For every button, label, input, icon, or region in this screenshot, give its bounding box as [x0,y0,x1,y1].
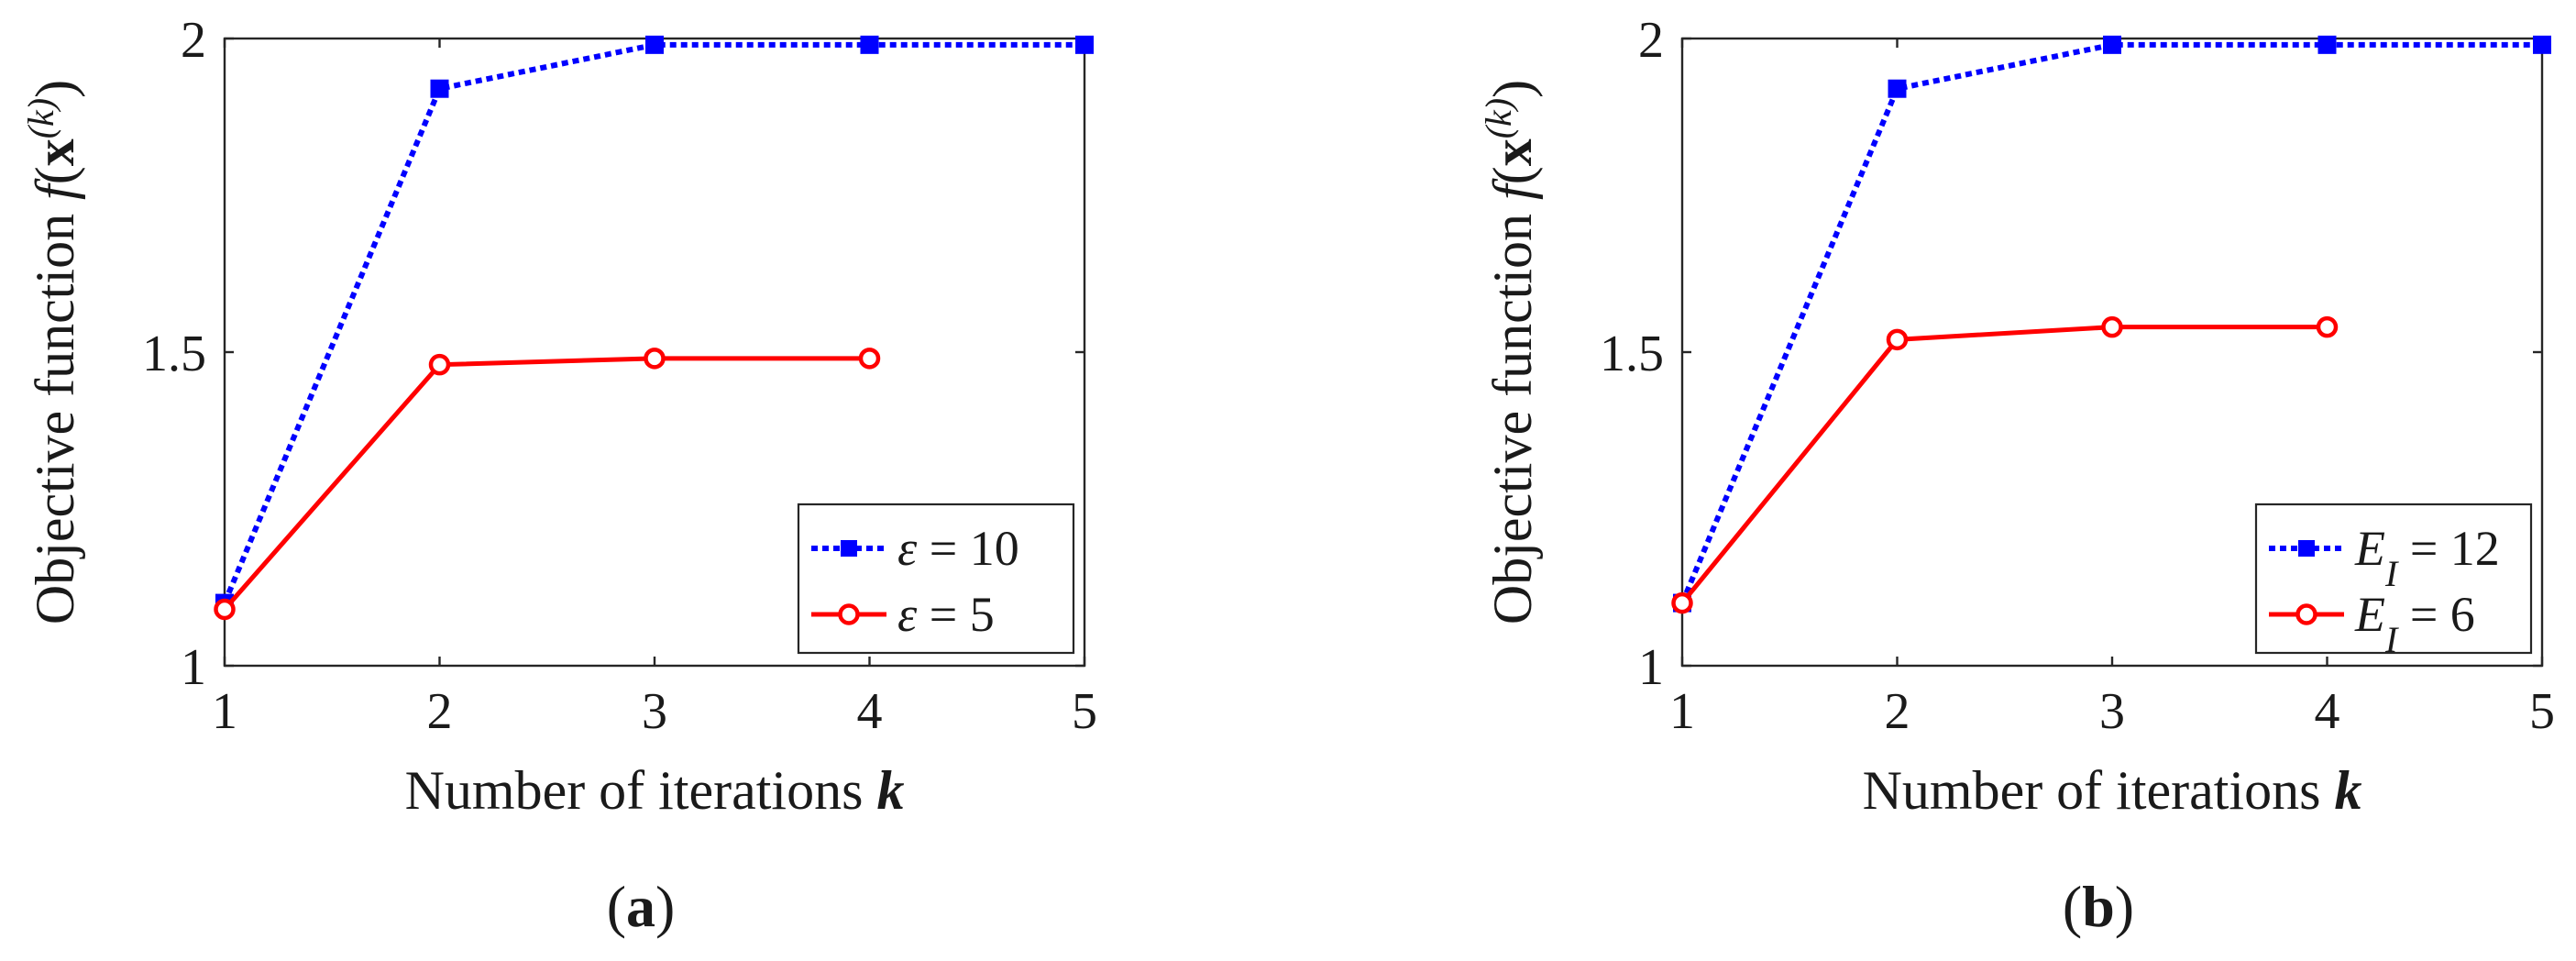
data-point [214,598,236,621]
series-line [1680,325,2328,605]
data-point [860,35,879,54]
data-point [858,348,881,370]
legend: ε = 10 ε = 5 [797,503,1075,655]
legend-label: ε = 10 [897,521,1019,576]
y-tick-label: 1 [1638,639,1664,696]
data-point [645,35,664,54]
legend-box [797,503,1075,655]
y-tick-label: 1.5 [142,326,206,382]
panel-caption: (b) [2063,874,2134,939]
series-1 [1671,315,2339,614]
data-point [430,79,449,98]
data-point [1886,328,1909,351]
series-line [223,356,870,612]
y-tick-label: 2 [181,12,206,69]
data-point [1075,35,1094,54]
x-tick-label: 2 [1885,683,1910,740]
series-1 [214,348,881,621]
data-point [428,353,451,376]
data-point [2316,315,2339,338]
chart-panel-b: 1 2 3 4 5 1 1.5 2 Number of iterations k Objectiv… [1478,12,2556,939]
x-axis-label: Number of iterations k [1863,760,2362,821]
data-point [1888,79,1907,98]
legend-marker [841,540,857,557]
x-tick-label: 1 [212,683,237,740]
legend-marker [2295,603,2317,625]
data-point [644,348,666,370]
chart-panel-a: 1 2 3 4 5 1 1.5 2 Number of iterations k Objectiv… [20,12,1098,939]
data-point [2101,315,2123,338]
y-axis-label: Objective function f(x(k)) [20,80,86,624]
legend-label: EI = 6 [2354,587,2475,660]
y-tick-label: 1 [181,639,206,696]
legend-label: ε = 5 [897,587,995,642]
y-tick-label: 2 [1638,12,1664,69]
data-point [1671,591,1693,614]
x-tick-label: 5 [2529,683,2555,740]
data-point [2103,35,2121,54]
legend-marker [838,603,860,625]
x-tick-label: 3 [642,683,667,740]
data-point [2533,35,2551,54]
legend-label: EI = 12 [2354,521,2500,594]
x-tick-label: 4 [2315,683,2340,740]
x-tick-label: 1 [1669,683,1695,740]
x-tick-label: 3 [2099,683,2125,740]
x-tick-label: 2 [427,683,453,740]
y-tick-label: 1.5 [1600,326,1664,382]
legend-box [2254,503,2533,655]
legend-marker [2298,540,2315,557]
x-tick-label: 4 [857,683,883,740]
y-axis-label: Objective function f(x(k)) [1478,80,1544,624]
x-tick-label: 5 [1072,683,1097,740]
panel-caption: (a) [607,874,676,939]
data-point [2317,35,2337,54]
x-axis-label: Number of iterations k [405,760,905,821]
